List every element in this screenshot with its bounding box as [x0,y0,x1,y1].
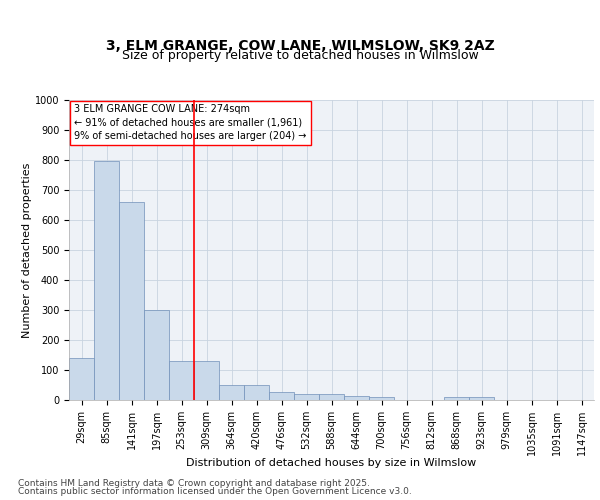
Bar [219,385,244,400]
Bar [69,358,94,400]
Bar [444,397,469,400]
Text: 3 ELM GRANGE COW LANE: 274sqm
← 91% of detached houses are smaller (1,961)
9% of: 3 ELM GRANGE COW LANE: 274sqm ← 91% of d… [74,104,307,141]
Bar [369,397,394,400]
Text: Contains HM Land Registry data © Crown copyright and database right 2025.: Contains HM Land Registry data © Crown c… [18,478,370,488]
X-axis label: Distribution of detached houses by size in Wilmslow: Distribution of detached houses by size … [187,458,476,468]
Bar [119,202,144,400]
Bar [469,397,494,400]
Bar [244,385,269,400]
Text: Contains public sector information licensed under the Open Government Licence v3: Contains public sector information licen… [18,487,412,496]
Text: Size of property relative to detached houses in Wilmslow: Size of property relative to detached ho… [122,50,478,62]
Bar [94,161,119,400]
Bar [169,361,194,400]
Bar [269,392,294,400]
Text: 3, ELM GRANGE, COW LANE, WILMSLOW, SK9 2AZ: 3, ELM GRANGE, COW LANE, WILMSLOW, SK9 2… [106,38,494,52]
Bar [294,394,319,400]
Bar [194,361,219,400]
Bar [344,396,369,400]
Bar [144,310,169,400]
Bar [319,394,344,400]
Y-axis label: Number of detached properties: Number of detached properties [22,162,32,338]
